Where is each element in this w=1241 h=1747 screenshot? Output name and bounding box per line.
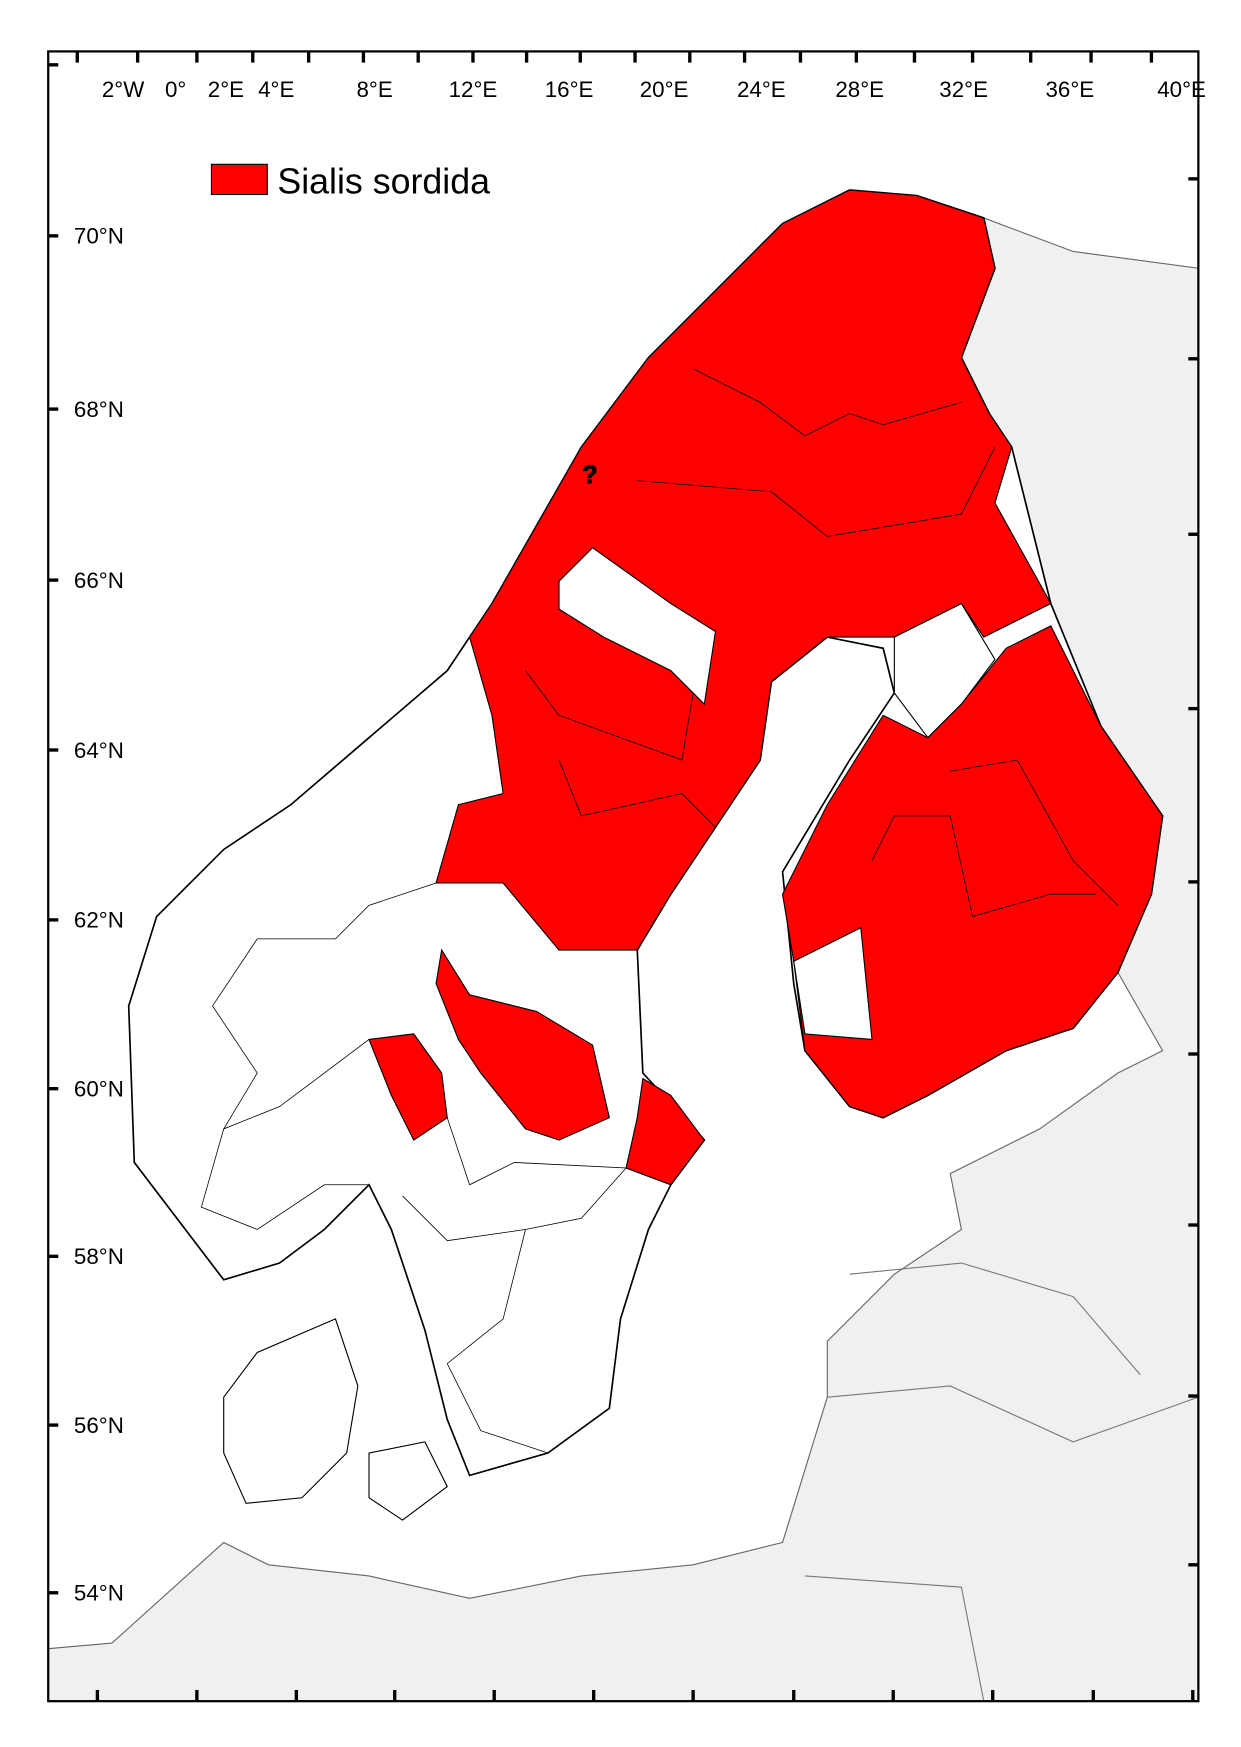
absence-region (793, 926, 873, 1041)
lat-label: 60°N (74, 1076, 124, 1101)
presence-region-varmland (368, 1033, 448, 1141)
lon-label: 24°E (737, 77, 786, 102)
presence-region-uppland (625, 1077, 706, 1186)
uncertain-record-marker: ? (582, 462, 597, 489)
region-borders (871, 815, 1096, 918)
map-frame (47, 50, 1200, 1703)
lat-label: 58°N (74, 1244, 124, 1269)
denmark-land (223, 1318, 359, 1504)
region-borders (525, 670, 694, 761)
lat-label: 70°N (74, 224, 124, 249)
region-borders (950, 759, 1119, 906)
lon-label: 4°E (258, 77, 294, 102)
lat-label: 62°N (74, 908, 124, 933)
region-borders (200, 1128, 370, 1230)
left-ticks (48, 63, 59, 1595)
country-borders (827, 1385, 1199, 1443)
lon-label: 2°E (208, 77, 244, 102)
lon-label: 0° (165, 77, 186, 102)
lon-label: 28°E (835, 77, 884, 102)
absence-region (558, 546, 717, 706)
bottom-ticks (95, 1689, 1195, 1702)
lon-label: 40°E (1157, 77, 1206, 102)
lon-label: 36°E (1045, 77, 1094, 102)
lat-label: 64°N (74, 738, 124, 763)
lon-label: 20°E (640, 77, 689, 102)
denmark-islands (368, 1441, 448, 1521)
lat-label: 66°N (74, 568, 124, 593)
region-borders (212, 882, 437, 1130)
legend-label: Sialis sordida (277, 161, 490, 201)
presence-region-dalarna (435, 948, 610, 1141)
country-borders (849, 1262, 1141, 1376)
region-borders (692, 368, 962, 437)
lon-label: 8°E (356, 77, 392, 102)
presence-region-north (435, 189, 1052, 951)
lon-label: 12°E (449, 77, 498, 102)
lon-label: 16°E (545, 77, 594, 102)
right-ticks (1188, 177, 1199, 1567)
country-borders (804, 1575, 985, 1702)
lat-label: 56°N (74, 1413, 124, 1438)
lat-label: 54°N (74, 1581, 124, 1606)
region-borders (446, 1229, 548, 1454)
top-ticks (75, 51, 1154, 63)
region-borders (402, 1117, 627, 1242)
region-borders (637, 446, 996, 537)
legend-swatch (210, 163, 268, 196)
lon-label: 32°E (939, 77, 988, 102)
region-borders (558, 759, 716, 828)
lon-label: 2°W (102, 77, 145, 102)
lat-label: 68°N (74, 397, 124, 422)
